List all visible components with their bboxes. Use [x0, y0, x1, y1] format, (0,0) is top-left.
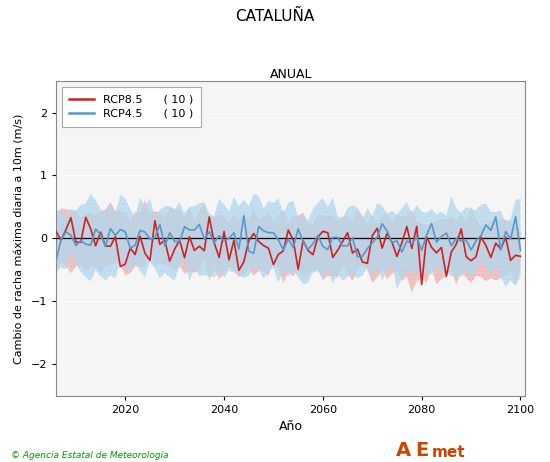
Text: met: met: [432, 445, 465, 460]
Text: E: E: [415, 441, 428, 460]
Text: CATALUÑA: CATALUÑA: [235, 9, 315, 24]
Title: ANUAL: ANUAL: [270, 68, 312, 81]
Text: A: A: [396, 441, 411, 460]
Legend: RCP8.5      ( 10 ), RCP4.5      ( 10 ): RCP8.5 ( 10 ), RCP4.5 ( 10 ): [62, 87, 201, 127]
Y-axis label: Cambio de racha máxima diaria a 10m (m/s): Cambio de racha máxima diaria a 10m (m/s…: [15, 113, 25, 364]
X-axis label: Año: Año: [279, 420, 303, 433]
Text: © Agencia Estatal de Meteorología: © Agencia Estatal de Meteorología: [11, 451, 169, 460]
